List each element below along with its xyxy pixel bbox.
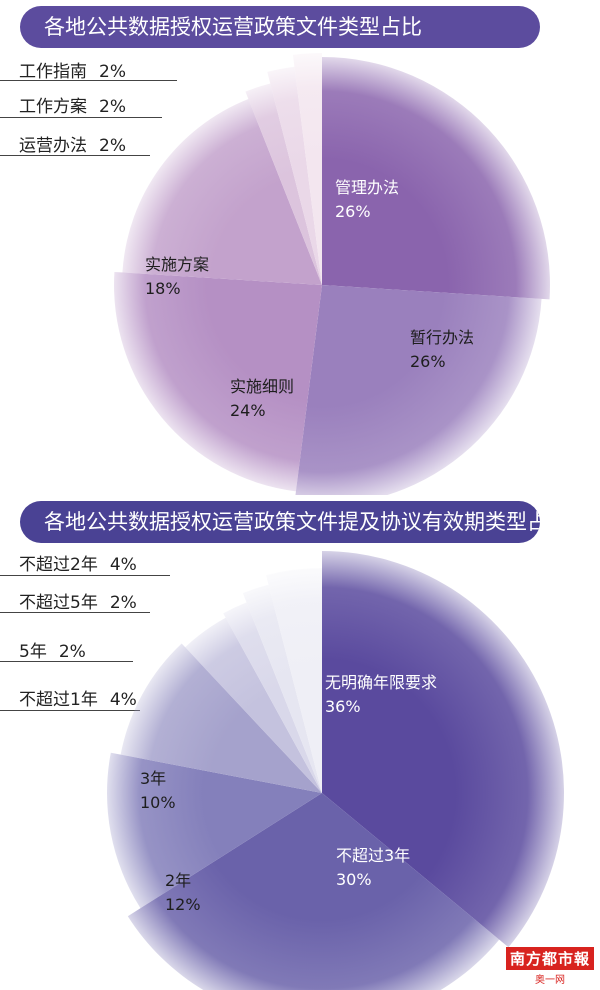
leader-line [0, 710, 140, 711]
pie-slice [267, 66, 322, 285]
pie-slice [185, 617, 322, 793]
pie-slice [292, 53, 322, 285]
slice-value-label: 18% [145, 279, 181, 298]
side-label-不超过2年: 不超过2年 4% [19, 555, 137, 575]
side-label-5年: 5年 2% [19, 642, 86, 662]
slice-label: 实施细则 [230, 377, 294, 396]
leader-line [0, 575, 170, 576]
slice-label: 不超过3年 [336, 846, 410, 865]
slice-value-label: 30% [336, 870, 372, 889]
slice-value-label: 24% [230, 401, 266, 420]
leader-line [0, 117, 162, 118]
slice-label: 实施方案 [145, 255, 209, 274]
leader-line [0, 155, 150, 156]
slice-value-label: 36% [325, 697, 361, 716]
pie-slice [106, 752, 322, 909]
leader-line [0, 612, 150, 613]
slice-value-label: 12% [165, 895, 201, 914]
slice-label: 暂行办法 [410, 328, 474, 347]
pie-slice [127, 793, 500, 990]
chart-2-title: 各地公共数据授权运营政策文件提及协议有效期类型占比 [20, 501, 540, 543]
slice-label: 3年 [140, 769, 166, 788]
side-label-工作指南: 工作指南 2% [19, 62, 126, 82]
pie-slice [295, 285, 542, 495]
slice-label: 管理办法 [335, 178, 399, 197]
pie-slice [322, 57, 550, 300]
side-label-工作方案: 工作方案 2% [19, 97, 126, 117]
leader-line [0, 80, 177, 81]
pie-chart-2: 无明确年限要求 36% 不超过3年 30% 2年 12% 3年 10% [106, 551, 564, 990]
slice-value-label: 26% [410, 352, 446, 371]
side-label-不超过5年: 不超过5年 2% [19, 593, 137, 613]
chart-1-title: 各地公共数据授权运营政策文件类型占比 [20, 6, 540, 48]
leader-line [0, 661, 133, 662]
newspaper-logo: 南方都市報 奥一网 [505, 947, 594, 986]
pie-slice [223, 602, 322, 793]
pie-slice [122, 99, 322, 285]
slice-value-label: 10% [140, 793, 176, 812]
pie-slice [114, 271, 322, 492]
pie-slice [120, 643, 323, 793]
pie-chart-1: 管理办法 26% 暂行办法 26% 实施细则 24% 实施方案 18% [114, 53, 550, 495]
side-label-运营办法: 运营办法 2% [19, 136, 126, 156]
pie-slice [242, 584, 322, 793]
pie-slice [322, 551, 564, 948]
side-label-不超过1年: 不超过1年 4% [19, 690, 137, 710]
slice-label: 2年 [165, 871, 191, 890]
slice-value-label: 26% [335, 202, 371, 221]
pie-slice [266, 568, 322, 793]
pie-slice [245, 83, 322, 285]
slice-label: 无明确年限要求 [325, 673, 437, 692]
